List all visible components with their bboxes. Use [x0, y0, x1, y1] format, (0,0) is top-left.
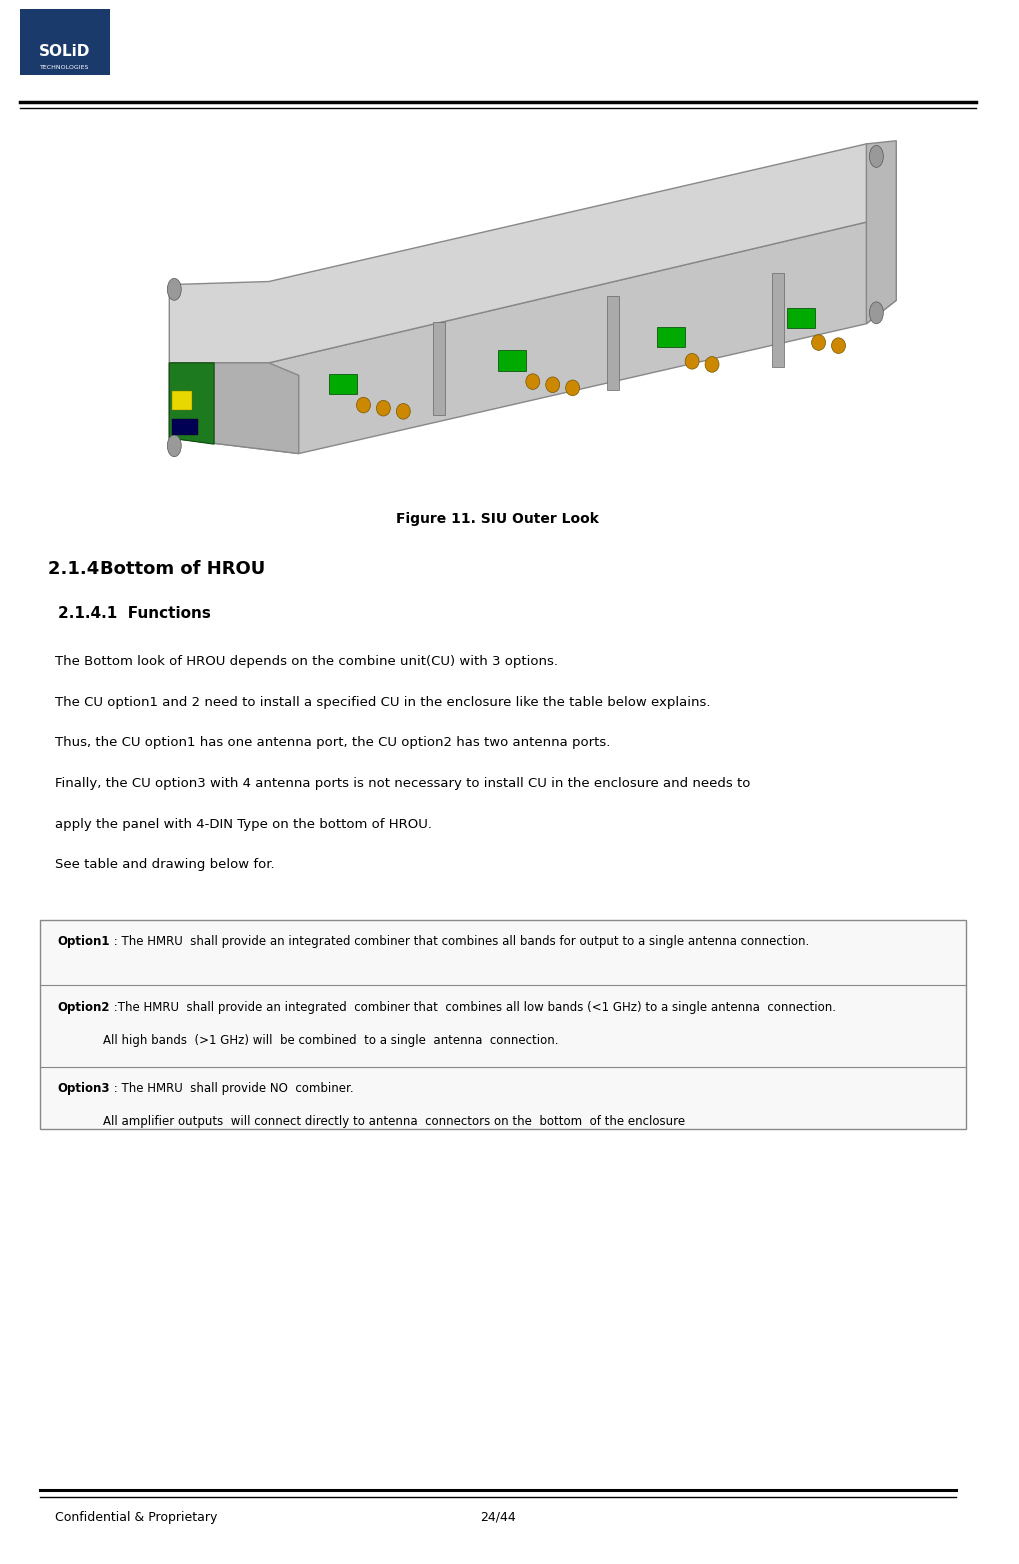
- Polygon shape: [866, 141, 897, 324]
- Text: 2.1.4.1  Functions: 2.1.4.1 Functions: [58, 605, 211, 621]
- Circle shape: [167, 435, 181, 457]
- Text: Finally, the CU option3 with 4 antenna ports is not necessary to install CU in t: Finally, the CU option3 with 4 antenna p…: [55, 777, 750, 790]
- Bar: [787, 308, 814, 328]
- Text: All amplifier outputs  will connect directly to antenna  connectors on the  bott: All amplifier outputs will connect direc…: [58, 1115, 685, 1128]
- Text: SOLiD: SOLiD: [39, 44, 91, 59]
- Circle shape: [869, 145, 883, 167]
- Ellipse shape: [811, 335, 825, 350]
- Text: :The HMRU  shall provide an integrated  combiner that  combines all low bands (<: :The HMRU shall provide an integrated co…: [110, 1001, 836, 1013]
- Ellipse shape: [705, 357, 719, 372]
- Text: Option1: Option1: [58, 935, 110, 948]
- Text: The CU option1 and 2 need to install a specified CU in the enclosure like the ta: The CU option1 and 2 need to install a s…: [55, 696, 710, 708]
- Text: Option2: Option2: [58, 1001, 110, 1013]
- Bar: [498, 350, 526, 371]
- Ellipse shape: [396, 404, 411, 419]
- Text: apply the panel with 4-DIN Type on the bottom of HROU.: apply the panel with 4-DIN Type on the b…: [55, 818, 432, 830]
- Ellipse shape: [526, 374, 540, 389]
- Ellipse shape: [685, 353, 699, 369]
- Bar: [657, 327, 685, 347]
- Text: See table and drawing below for.: See table and drawing below for.: [55, 859, 274, 871]
- Polygon shape: [433, 322, 445, 416]
- Text: The Bottom look of HROU depends on the combine unit(CU) with 3 options.: The Bottom look of HROU depends on the c…: [55, 655, 557, 668]
- Polygon shape: [169, 144, 897, 363]
- Ellipse shape: [546, 377, 559, 393]
- Ellipse shape: [357, 397, 371, 413]
- Text: Figure 11. SIU Outer Look: Figure 11. SIU Outer Look: [396, 513, 599, 526]
- Bar: [40, 920, 966, 1129]
- Bar: [172, 391, 193, 410]
- Text: : The HMRU  shall provide NO  combiner.: : The HMRU shall provide NO combiner.: [110, 1082, 354, 1095]
- Text: TECHNOLOGIES: TECHNOLOGIES: [40, 64, 90, 70]
- Polygon shape: [607, 297, 620, 391]
- Circle shape: [167, 278, 181, 300]
- Text: Thus, the CU option1 has one antenna port, the CU option2 has two antenna ports.: Thus, the CU option1 has one antenna por…: [55, 737, 610, 749]
- Text: All high bands  (>1 GHz) will  be combined  to a single  antenna  connection.: All high bands (>1 GHz) will be combined…: [58, 1034, 558, 1046]
- Text: 24/44: 24/44: [480, 1511, 516, 1523]
- Text: Bottom of HROU: Bottom of HROU: [100, 560, 265, 579]
- Bar: [172, 419, 198, 435]
- Text: Confidential & Proprietary: Confidential & Proprietary: [55, 1511, 217, 1523]
- Text: 2.1.4: 2.1.4: [48, 560, 105, 579]
- Polygon shape: [169, 222, 897, 454]
- Ellipse shape: [376, 400, 390, 416]
- Text: Option3: Option3: [58, 1082, 110, 1095]
- Polygon shape: [771, 272, 784, 366]
- Bar: [20, 9, 110, 75]
- Polygon shape: [169, 363, 299, 454]
- Bar: [329, 374, 357, 394]
- Circle shape: [869, 302, 883, 324]
- Polygon shape: [169, 363, 214, 444]
- Ellipse shape: [832, 338, 846, 353]
- Ellipse shape: [566, 380, 580, 396]
- Text: : The HMRU  shall provide an integrated combiner that combines all bands for out: : The HMRU shall provide an integrated c…: [110, 935, 809, 948]
